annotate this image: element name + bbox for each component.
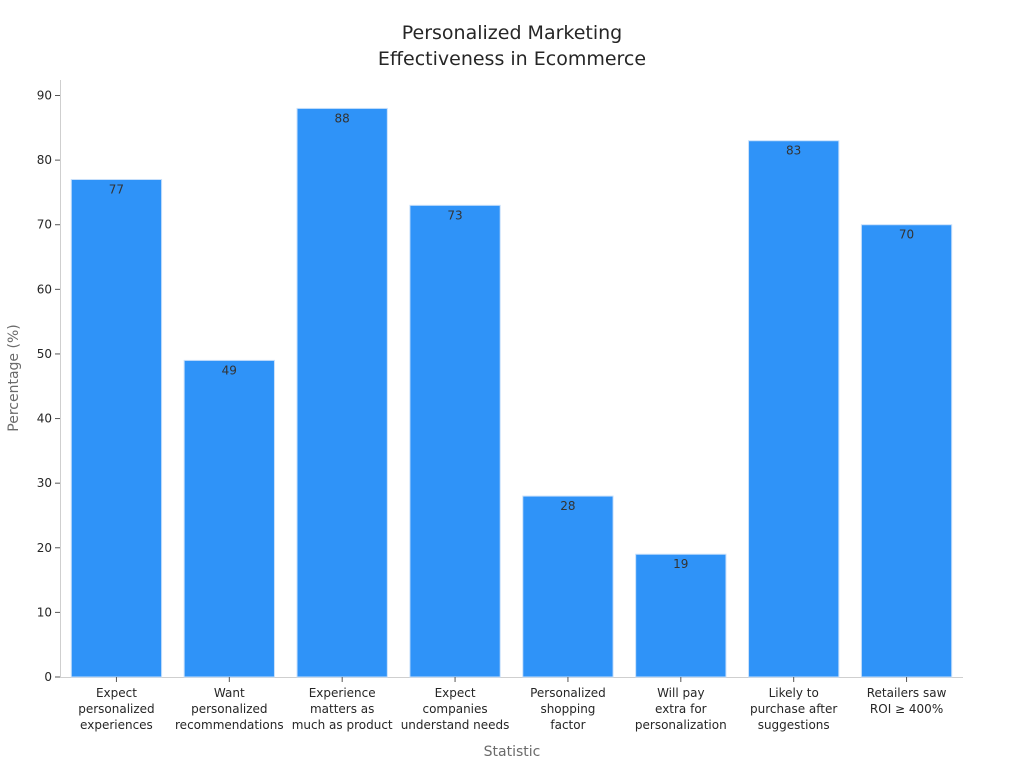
bar-data-label: 49 [222,363,237,377]
chart-title-line-1: Personalized Marketing [401,22,623,44]
x-tick-label-line: matters as [310,702,374,716]
bar-data-label: 83 [786,144,801,158]
x-tick-label-line: Expect [435,686,476,700]
bar-series [70,107,953,678]
x-axis-tick-labels: Expect personalized experiences Want persona… [78,677,947,732]
bar [409,204,501,678]
bar [635,553,727,678]
bar [522,495,614,678]
x-tick-label-line: Retailers saw [867,686,947,700]
x-tick-label-line: understand needs [401,718,510,732]
x-tick-label-line: much as product [292,718,393,732]
bar-data-label: 77 [109,183,124,197]
y-tick-label: 40 [37,412,52,426]
x-tick-label: Will pay extra for personalization [635,686,727,732]
x-tick-label: Expect companies understand needs [401,686,510,732]
chart-title-line-2: Effectiveness in Ecommerce [377,48,647,70]
bar-data-label: 28 [560,499,575,513]
bar-data-label: 70 [899,228,914,242]
bar-data-label: 19 [673,557,688,571]
x-tick-label-line: personalization [635,718,727,732]
x-tick-label: Experience matters as much as product [292,686,393,732]
bar [70,179,163,678]
data-labels: 77 49 88 73 28 19 83 70 [109,111,914,571]
x-tick-label-line: purchase after [750,702,837,716]
bar-data-label: 73 [447,208,462,222]
x-tick-label-line: extra for [655,702,707,716]
y-axis-ticks: 0 10 20 30 40 50 60 70 80 90 [37,89,60,684]
y-tick-label: 0 [44,670,52,684]
x-tick-label: Likely to purchase after suggestions [750,686,837,732]
x-tick-label-line: Expect [96,686,137,700]
bar [748,140,840,678]
bar [860,224,953,678]
y-tick-label: 30 [37,476,52,490]
y-axis-title: Percentage (%) [6,324,22,431]
y-tick-label: 60 [37,282,52,296]
x-tick-label-line: factor [550,718,585,732]
x-tick-label: Want personalized recommendations [175,686,284,732]
x-tick-label-line: personalized [78,702,154,716]
chart-title: Personalized Marketing Effectiveness in … [0,20,1024,72]
y-tick-label: 80 [37,153,52,167]
y-tick-label: 20 [37,541,52,555]
x-axis-title: Statistic [484,744,541,760]
x-tick-label-line: ROI ≥ 400% [870,702,943,716]
bar [183,359,275,678]
x-tick-label-line: companies [422,702,487,716]
x-tick-label-line: personalized [191,702,267,716]
x-tick-label-line: Personalized [530,686,606,700]
x-tick-label-line: recommendations [175,718,284,732]
x-tick-label-line: Experience [309,686,376,700]
bar [296,107,388,678]
x-tick-label-line: Want [214,686,245,700]
x-tick-label-line: shopping [540,702,595,716]
x-tick-label-line: Likely to [769,686,819,700]
x-tick-label-line: experiences [80,718,153,732]
y-tick-label: 90 [37,89,52,103]
x-tick-label: Expect personalized experiences [78,686,154,732]
y-tick-label: 10 [37,605,52,619]
x-tick-label-line: suggestions [758,718,830,732]
y-tick-label: 50 [37,347,52,361]
y-tick-label: 70 [37,218,52,232]
x-tick-label: Retailers saw ROI ≥ 400% [867,686,947,716]
x-tick-label-line: Will pay [657,686,705,700]
x-tick-label: Personalized shopping factor [530,686,606,732]
bar-data-label: 88 [335,111,350,125]
